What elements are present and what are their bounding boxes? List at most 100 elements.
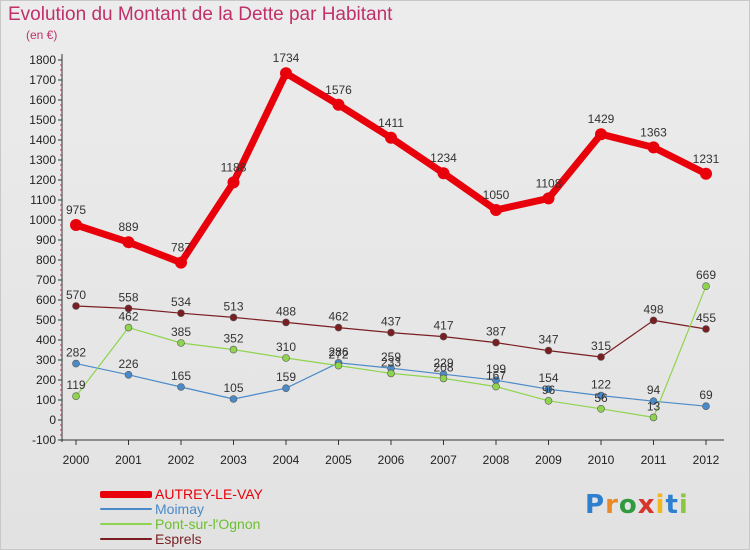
- data-label: 558: [118, 290, 138, 304]
- y-tick-label: 0: [49, 413, 56, 427]
- legend-label: Esprels: [155, 531, 202, 547]
- data-label: 1411: [378, 116, 404, 130]
- data-point: [544, 346, 553, 355]
- data-label: 1231: [693, 152, 720, 166]
- data-point: [492, 382, 500, 391]
- legend-swatch: [100, 508, 152, 510]
- data-point: [597, 404, 605, 413]
- data-label: 13: [647, 399, 661, 413]
- y-tick-label: 1400: [29, 133, 56, 147]
- x-tick-label: 2008: [483, 453, 510, 467]
- data-point: [282, 384, 290, 393]
- data-point: [177, 383, 185, 391]
- data-point: [649, 397, 658, 406]
- data-label: 94: [647, 383, 661, 397]
- data-label: 272: [328, 348, 348, 362]
- legend-swatch: [100, 523, 152, 525]
- data-label: 498: [643, 302, 663, 316]
- y-tick-label: -100: [32, 433, 56, 447]
- chart-title: Evolution du Montant de la Dette par Hab…: [8, 4, 393, 25]
- data-point: [492, 338, 500, 347]
- data-label: 119: [66, 378, 85, 392]
- data-point: [385, 131, 397, 144]
- y-tick-label: 600: [36, 293, 56, 307]
- y-tick-label: 1600: [29, 93, 56, 107]
- data-label: 165: [171, 369, 191, 383]
- data-label: 199: [486, 362, 506, 376]
- series-line: [74, 69, 708, 267]
- data-label: 1050: [483, 188, 510, 202]
- data-point: [702, 282, 710, 291]
- y-tick-label: 500: [36, 313, 56, 327]
- logo-letter: x: [637, 490, 656, 520]
- y-tick-label: 1200: [29, 173, 56, 187]
- x-tick-label: 2001: [115, 453, 142, 467]
- data-point: [702, 325, 710, 333]
- data-point: [439, 332, 448, 341]
- data-point: [649, 316, 658, 325]
- x-tick-label: 2006: [378, 453, 405, 467]
- logo-letter: t: [665, 490, 679, 520]
- x-tick-label: 2010: [588, 453, 615, 467]
- data-label: 122: [591, 378, 611, 392]
- x-tick-label: 2005: [325, 453, 352, 467]
- y-tick-label: 300: [36, 353, 56, 367]
- data-label: 1363: [640, 125, 667, 139]
- data-point: [72, 392, 80, 401]
- data-point: [387, 369, 395, 378]
- data-label: 286: [328, 345, 348, 359]
- data-point: [542, 192, 555, 205]
- y-tick-label: 400: [36, 333, 56, 347]
- legend-swatch: [100, 538, 152, 540]
- data-point: [229, 395, 238, 403]
- data-label: 96: [542, 383, 556, 397]
- data-point: [334, 361, 343, 370]
- data-label: 488: [276, 304, 296, 318]
- data-point: [334, 323, 343, 332]
- proxiti-logo: Proxiti: [585, 490, 689, 520]
- data-point: [124, 323, 133, 332]
- y-tick-label: 1100: [30, 193, 56, 207]
- data-point: [387, 328, 395, 337]
- data-label: 159: [276, 370, 296, 384]
- data-point: [332, 98, 345, 111]
- x-tick-label: 2000: [63, 453, 90, 467]
- data-label: 975: [66, 203, 86, 217]
- legend-swatch: [100, 491, 152, 498]
- data-label: 513: [223, 299, 243, 313]
- data-point: [439, 374, 448, 383]
- data-label: 889: [118, 220, 138, 234]
- data-point: [177, 339, 185, 347]
- data-label: 69: [699, 388, 713, 402]
- logo-letter: i: [655, 490, 666, 520]
- data-label: 259: [381, 350, 401, 364]
- data-point: [437, 167, 450, 180]
- data-point: [227, 176, 240, 189]
- y-tick-label: 700: [36, 273, 56, 287]
- legend-label: AUTREY-LE-VAY: [155, 486, 263, 502]
- data-point: [72, 302, 80, 310]
- data-point: [544, 396, 553, 405]
- data-point: [280, 67, 292, 80]
- x-tick-label: 2007: [430, 453, 457, 467]
- chart-subtitle: (en €): [26, 28, 58, 42]
- x-tick-label: 2002: [168, 453, 195, 467]
- y-tick-label: 800: [36, 253, 56, 267]
- data-point: [490, 204, 502, 216]
- data-point: [647, 141, 660, 154]
- legend-label: Pont-sur-l'Ognon: [155, 516, 261, 532]
- data-point: [124, 370, 133, 379]
- x-tick-label: 2004: [273, 453, 300, 467]
- data-label: 669: [696, 268, 716, 282]
- data-label: 385: [171, 325, 191, 339]
- data-label: 462: [118, 310, 138, 324]
- data-point: [229, 345, 238, 354]
- x-tick-label: 2009: [535, 453, 562, 467]
- data-label: 787: [171, 241, 191, 255]
- legend-label: Moimay: [155, 501, 205, 517]
- y-tick-label: 200: [36, 373, 56, 387]
- data-point: [649, 413, 658, 422]
- data-label: 437: [381, 315, 401, 329]
